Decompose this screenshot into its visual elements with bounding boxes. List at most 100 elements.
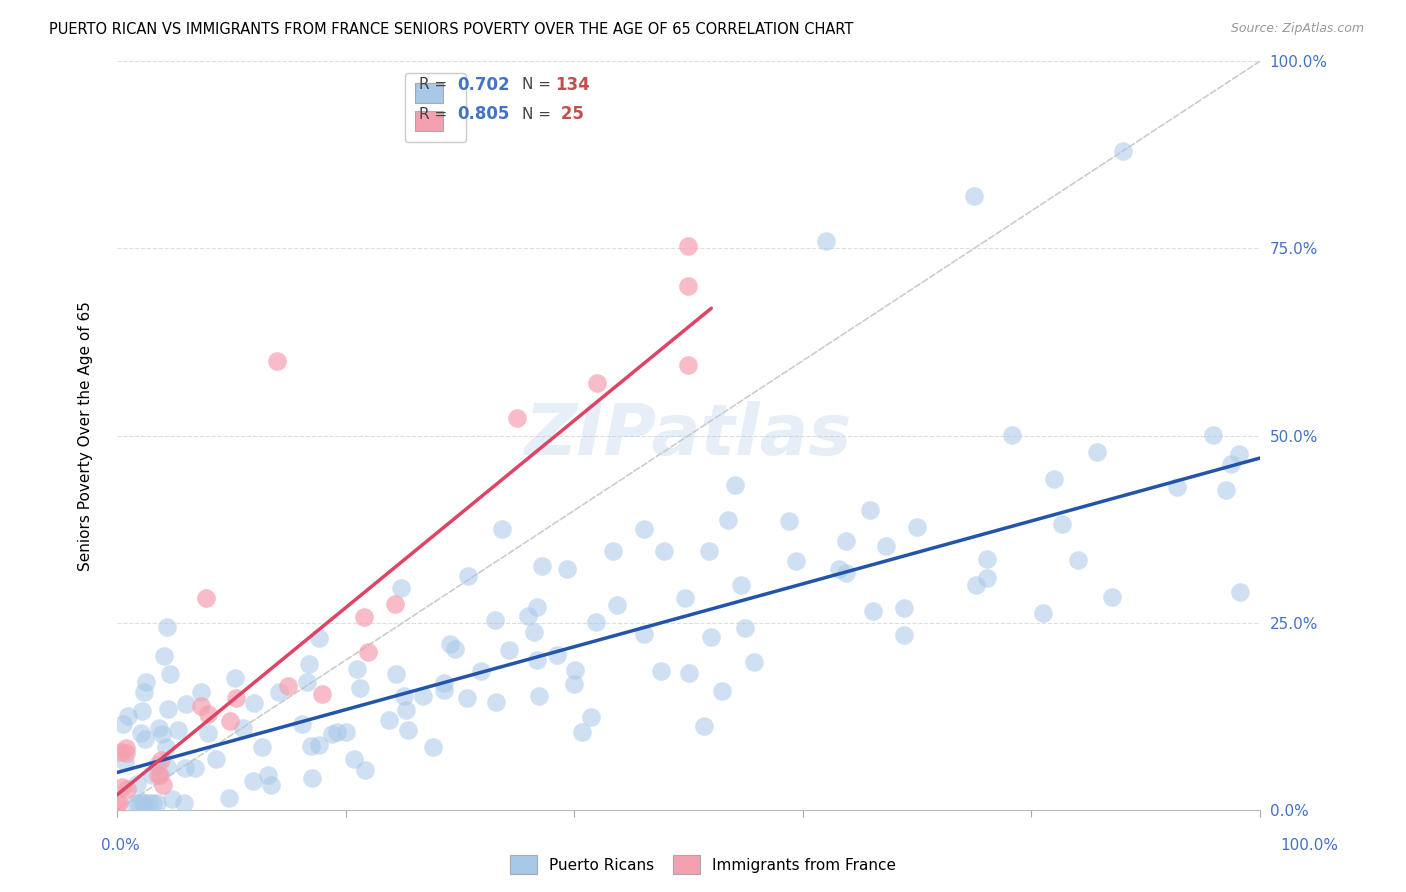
- Point: [117, 782, 139, 797]
- Point: [195, 591, 218, 605]
- Point: [678, 239, 700, 253]
- Point: [131, 704, 153, 718]
- Point: [343, 751, 366, 765]
- Point: [394, 689, 416, 703]
- Point: [148, 768, 170, 782]
- Text: 134: 134: [555, 76, 591, 94]
- Point: [491, 522, 513, 536]
- Text: N =: N =: [522, 107, 555, 121]
- Point: [1001, 428, 1024, 442]
- Point: [700, 630, 723, 644]
- Point: [1215, 483, 1237, 498]
- Point: [717, 513, 740, 527]
- Point: [353, 610, 375, 624]
- Point: [678, 666, 700, 681]
- Point: [905, 520, 928, 534]
- Point: [412, 689, 434, 703]
- Point: [555, 562, 578, 576]
- Point: [585, 615, 607, 629]
- Point: [142, 796, 165, 810]
- Point: [1050, 517, 1073, 532]
- Point: [470, 665, 492, 679]
- Point: [893, 628, 915, 642]
- Point: [778, 514, 800, 528]
- Point: [145, 757, 167, 772]
- Point: [976, 571, 998, 585]
- Point: [734, 621, 756, 635]
- Point: [218, 791, 240, 805]
- Point: [1032, 607, 1054, 621]
- Point: [321, 727, 343, 741]
- Point: [571, 725, 593, 739]
- Point: [111, 717, 134, 731]
- Point: [652, 544, 675, 558]
- Point: [859, 503, 882, 517]
- Point: [357, 645, 380, 659]
- Point: [267, 685, 290, 699]
- Point: [506, 411, 529, 425]
- Point: [277, 679, 299, 693]
- Point: [433, 683, 456, 698]
- Text: 25: 25: [555, 105, 585, 123]
- Text: Source: ZipAtlas.com: Source: ZipAtlas.com: [1230, 22, 1364, 36]
- Point: [159, 667, 181, 681]
- Point: [149, 768, 172, 782]
- Point: [893, 601, 915, 615]
- Point: [127, 796, 149, 810]
- Point: [1227, 447, 1250, 461]
- Point: [1166, 480, 1188, 494]
- Point: [484, 614, 506, 628]
- Legend: Puerto Ricans, Immigrants from France: Puerto Ricans, Immigrants from France: [503, 849, 903, 880]
- Y-axis label: Seniors Poverty Over the Age of 65: Seniors Poverty Over the Age of 65: [79, 301, 93, 571]
- Point: [260, 779, 283, 793]
- Point: [354, 763, 377, 777]
- Point: [693, 719, 716, 733]
- Point: [1101, 590, 1123, 604]
- Point: [205, 752, 228, 766]
- Point: [108, 796, 131, 810]
- Point: [1067, 553, 1090, 567]
- Point: [225, 690, 247, 705]
- Point: [439, 637, 461, 651]
- Point: [155, 760, 177, 774]
- Point: [308, 631, 330, 645]
- Point: [125, 777, 148, 791]
- Point: [250, 739, 273, 754]
- Point: [115, 741, 138, 756]
- Point: [965, 578, 987, 592]
- Point: [1043, 472, 1066, 486]
- Text: R =: R =: [419, 78, 453, 92]
- Text: 0.702: 0.702: [457, 76, 509, 94]
- Point: [457, 568, 479, 582]
- Point: [1201, 428, 1223, 442]
- Point: [132, 685, 155, 699]
- Point: [173, 796, 195, 810]
- Point: [291, 717, 314, 731]
- Point: [190, 699, 212, 714]
- Point: [516, 608, 538, 623]
- Point: [301, 771, 323, 785]
- Point: [146, 796, 169, 810]
- Point: [335, 724, 357, 739]
- Point: [141, 768, 163, 782]
- Point: [579, 710, 602, 724]
- Point: [138, 796, 160, 810]
- Point: [150, 753, 173, 767]
- Point: [308, 738, 330, 752]
- Point: [835, 566, 858, 581]
- Point: [219, 714, 242, 728]
- Point: [862, 603, 884, 617]
- Point: [678, 358, 700, 372]
- Point: [730, 578, 752, 592]
- Text: R =: R =: [419, 107, 453, 121]
- Point: [443, 642, 465, 657]
- Point: [531, 558, 554, 573]
- Point: [963, 189, 986, 203]
- Point: [135, 674, 157, 689]
- Point: [456, 691, 478, 706]
- Point: [346, 662, 368, 676]
- Point: [835, 534, 858, 549]
- Point: [297, 675, 319, 690]
- Text: 100.0%: 100.0%: [1281, 838, 1339, 853]
- Point: [349, 681, 371, 695]
